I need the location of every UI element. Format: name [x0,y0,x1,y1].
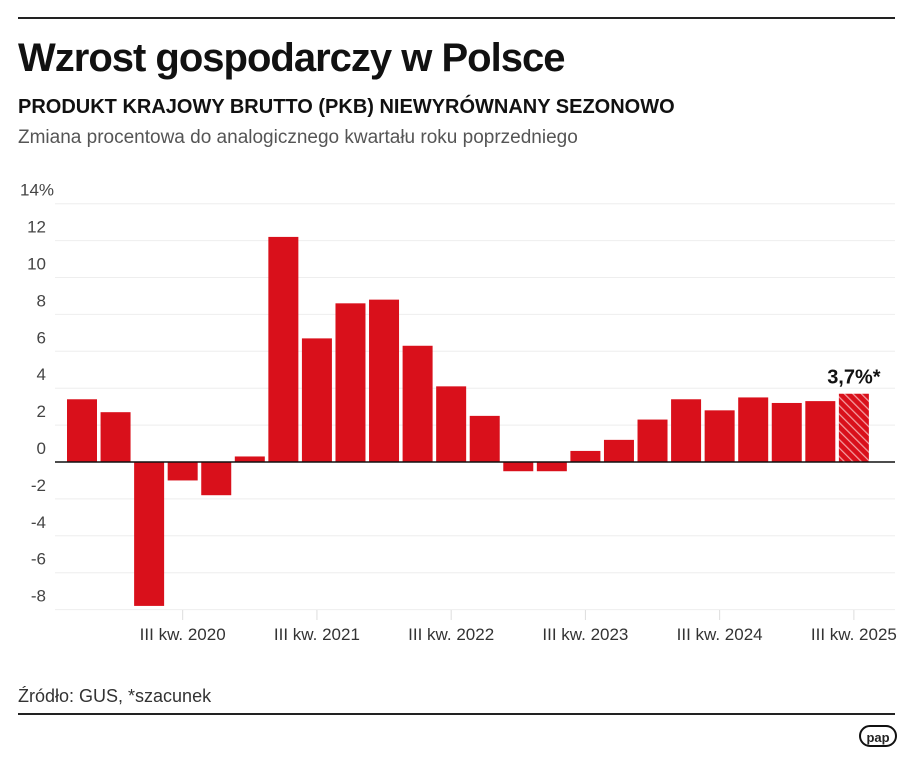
y-tick-label: 12 [27,218,46,237]
bar-chart: 14% 12 10 8 6 4 2 0 -2 -4 -6 -8 III kw. 2020 III kw. … [20,181,897,644]
y-tick-label: 4 [37,365,46,384]
bar [335,303,366,462]
bar [100,412,131,462]
bar [369,299,400,462]
bar [637,419,668,462]
bar [570,450,601,462]
y-tick-label: -4 [31,513,46,532]
bar [771,402,802,462]
y-tick-label: -8 [31,587,46,606]
bar [301,338,332,462]
y-tick-label: 6 [37,328,46,347]
bar [436,386,467,462]
bar [268,236,299,462]
bar [536,462,567,472]
x-tick-label: III kw. 2021 [274,625,360,644]
chart-title: Wzrost gospodarczy w Polsce [18,36,565,80]
y-tick-label: -6 [31,550,46,569]
bar [704,410,735,462]
y-tick-label: -2 [31,476,46,495]
x-tick-label: III kw. 2025 [811,625,897,644]
top-rule [18,17,895,19]
bar [402,345,433,462]
bottom-rule [18,713,895,715]
bar [503,462,534,472]
bar-estimate [838,393,869,462]
pap-logo: pap [859,725,897,747]
bar [67,399,97,462]
y-tick-label: 0 [37,439,46,458]
bar [671,399,702,462]
y-tick-label: 10 [27,255,46,274]
bar [134,462,165,606]
bar [805,401,836,462]
chart-subtitle: PRODUKT KRAJOWY BRUTTO (PKB) NIEWYRÓWNAN… [18,96,675,118]
value-annotation: 3,7%* [827,367,881,389]
x-tick-label: III kw. 2024 [677,625,763,644]
bar [167,462,198,481]
bar [738,397,769,462]
y-tick-label: 2 [37,402,46,421]
bar [201,462,232,496]
chart-description: Zmiana procentowa do analogicznego kwart… [18,127,578,148]
y-tick-label: 14% [20,181,54,200]
x-tick-label: III kw. 2023 [542,625,628,644]
source-note: Źródło: GUS, *szacunek [18,686,212,706]
bar [234,456,265,462]
bar [603,439,634,462]
x-tick-label: III kw. 2022 [408,625,494,644]
x-tick-label: III kw. 2020 [140,625,226,644]
bar [469,415,500,462]
y-tick-label: 8 [37,291,46,310]
